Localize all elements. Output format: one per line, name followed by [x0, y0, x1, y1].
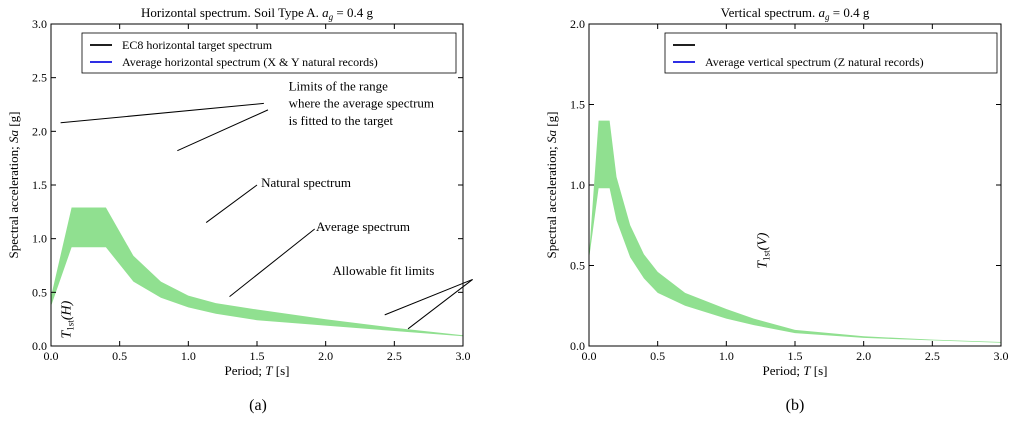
chart-title-subscript: g	[329, 12, 334, 22]
period-marker-symbol: T	[756, 260, 771, 269]
chart-title-symbol: a	[818, 5, 825, 20]
y-tick-label: 1.5	[570, 98, 585, 112]
x-tick-label: 3.0	[456, 349, 471, 363]
x-tick-label: 1.0	[719, 349, 734, 363]
x-axis-label: Period; T [s]	[762, 363, 827, 378]
chart-title-rest: = 0.4 g	[829, 5, 869, 20]
legend-box	[81, 32, 457, 74]
y-tick-label: 3.0	[32, 17, 47, 31]
y-tick-label: 2.5	[32, 71, 47, 85]
period-marker-tail: (H)	[60, 300, 75, 320]
period-marker-subscript: 1st	[762, 250, 772, 261]
period-marker-tail: (V)	[756, 232, 771, 250]
x-tick-label: 3.0	[994, 349, 1009, 363]
annotation-text: is fitted to the target	[289, 113, 394, 128]
legend-label: Average vertical spectrum (Z natural rec…	[705, 55, 924, 69]
y-tick-label: 1.0	[32, 232, 47, 246]
y-tick-label: 0.5	[570, 259, 585, 273]
chart-panel-b: 0.0 0.5 1.0 1.5 2.0 2.5 3.0 0.0 0.5 1.0 1.5 2.0 Vert…	[544, 5, 1009, 378]
y-tick-label: 0.0	[32, 339, 47, 353]
chart-title: Horizontal spectrum. Soil Type A. ag = 0…	[141, 5, 374, 22]
x-tick-label: 0.5	[112, 349, 127, 363]
y-axis-label-symbol: Sa	[544, 129, 559, 143]
period-marker-subscript: 1st	[66, 320, 76, 331]
y-axis-label-symbol: Sa	[6, 129, 21, 143]
x-axis-label-text: Period;	[762, 363, 803, 378]
y-axis-label-unit: [g]	[6, 112, 21, 130]
y-tick-label: 1.0	[570, 178, 585, 192]
y-axis-label: Spectral acceleration; Sa [g]	[544, 112, 559, 259]
y-tick-label: 2.0	[570, 17, 585, 31]
legend: Average vertical spectrum (Z natural rec…	[664, 32, 998, 74]
annotation-text: Average spectrum	[316, 219, 410, 234]
x-tick-label: 1.5	[788, 349, 803, 363]
period-marker-label: T1st(V)	[756, 232, 772, 269]
chart-title-text: Vertical spectrum.	[721, 5, 819, 20]
chart-title-subscript: g	[825, 12, 830, 22]
x-tick-label: 2.5	[925, 349, 940, 363]
y-axis-label-text: Spectral acceleration;	[6, 143, 21, 259]
chart-title-text: Horizontal spectrum. Soil Type A.	[141, 5, 322, 20]
x-axis-label-symbol: T	[265, 363, 273, 378]
x-tick-label: 1.5	[250, 349, 265, 363]
annotation-line	[60, 102, 264, 124]
x-axis-label-text: Period;	[224, 363, 265, 378]
x-tick-label: 0.0	[582, 349, 597, 363]
annotation-line	[205, 184, 258, 223]
chart-title-symbol: a	[322, 5, 329, 20]
x-axis-label: Period; T [s]	[224, 363, 289, 378]
annotation-text: Allowable fit limits	[333, 263, 435, 278]
y-tick-label: 0.0	[570, 339, 585, 353]
spectrum-band	[51, 207, 463, 337]
chart-title: Vertical spectrum. ag = 0.4 g	[721, 5, 870, 22]
x-tick-label: 1.0	[181, 349, 196, 363]
x-axis-label-symbol: T	[803, 363, 811, 378]
legend-label: EC8 horizontal target spectrum	[122, 38, 273, 52]
legend: EC8 horizontal target spectrum Average ho…	[81, 32, 457, 74]
y-tick-label: 1.5	[32, 178, 47, 192]
y-axis-label: Spectral acceleration; Sa [g]	[6, 112, 21, 259]
period-marker-label: T1st(H)	[60, 300, 76, 338]
x-tick-label: 2.0	[318, 349, 333, 363]
caption-b: (b)	[785, 397, 805, 414]
annotation-line	[177, 109, 269, 152]
annotation-text: Natural spectrum	[261, 175, 351, 190]
chart-title-rest: = 0.4 g	[333, 5, 373, 20]
x-tick-label: 2.0	[856, 349, 871, 363]
annotation-line	[384, 278, 473, 316]
y-tick-label: 0.5	[32, 285, 47, 299]
x-axis-label-unit: [s]	[811, 363, 828, 378]
annotation-text: Limits of the range	[289, 79, 389, 94]
y-tick-label: 2.0	[32, 124, 47, 138]
annotation-line	[407, 279, 473, 330]
x-tick-label: 2.5	[387, 349, 402, 363]
legend-box	[664, 32, 998, 74]
period-marker-symbol: T	[60, 329, 75, 338]
annotation-text: where the average spectrum	[289, 96, 434, 111]
x-axis-label-unit: [s]	[273, 363, 290, 378]
spectrum-band	[589, 120, 1001, 343]
x-tick-label: 0.0	[44, 349, 59, 363]
annotation-line	[229, 228, 315, 298]
legend-label: Average horizontal spectrum (X & Y natur…	[122, 55, 378, 69]
y-axis-label-text: Spectral acceleration;	[544, 143, 559, 259]
x-tick-label: 0.5	[650, 349, 665, 363]
chart-panel-a: 0.0 0.5 1.0 1.5 2.0 2.5 3.0 0.0 0.5 1.0 1.5 2.0 2.5 3…	[6, 5, 473, 378]
caption-a: (a)	[249, 397, 267, 414]
y-axis-label-unit: [g]	[544, 112, 559, 130]
